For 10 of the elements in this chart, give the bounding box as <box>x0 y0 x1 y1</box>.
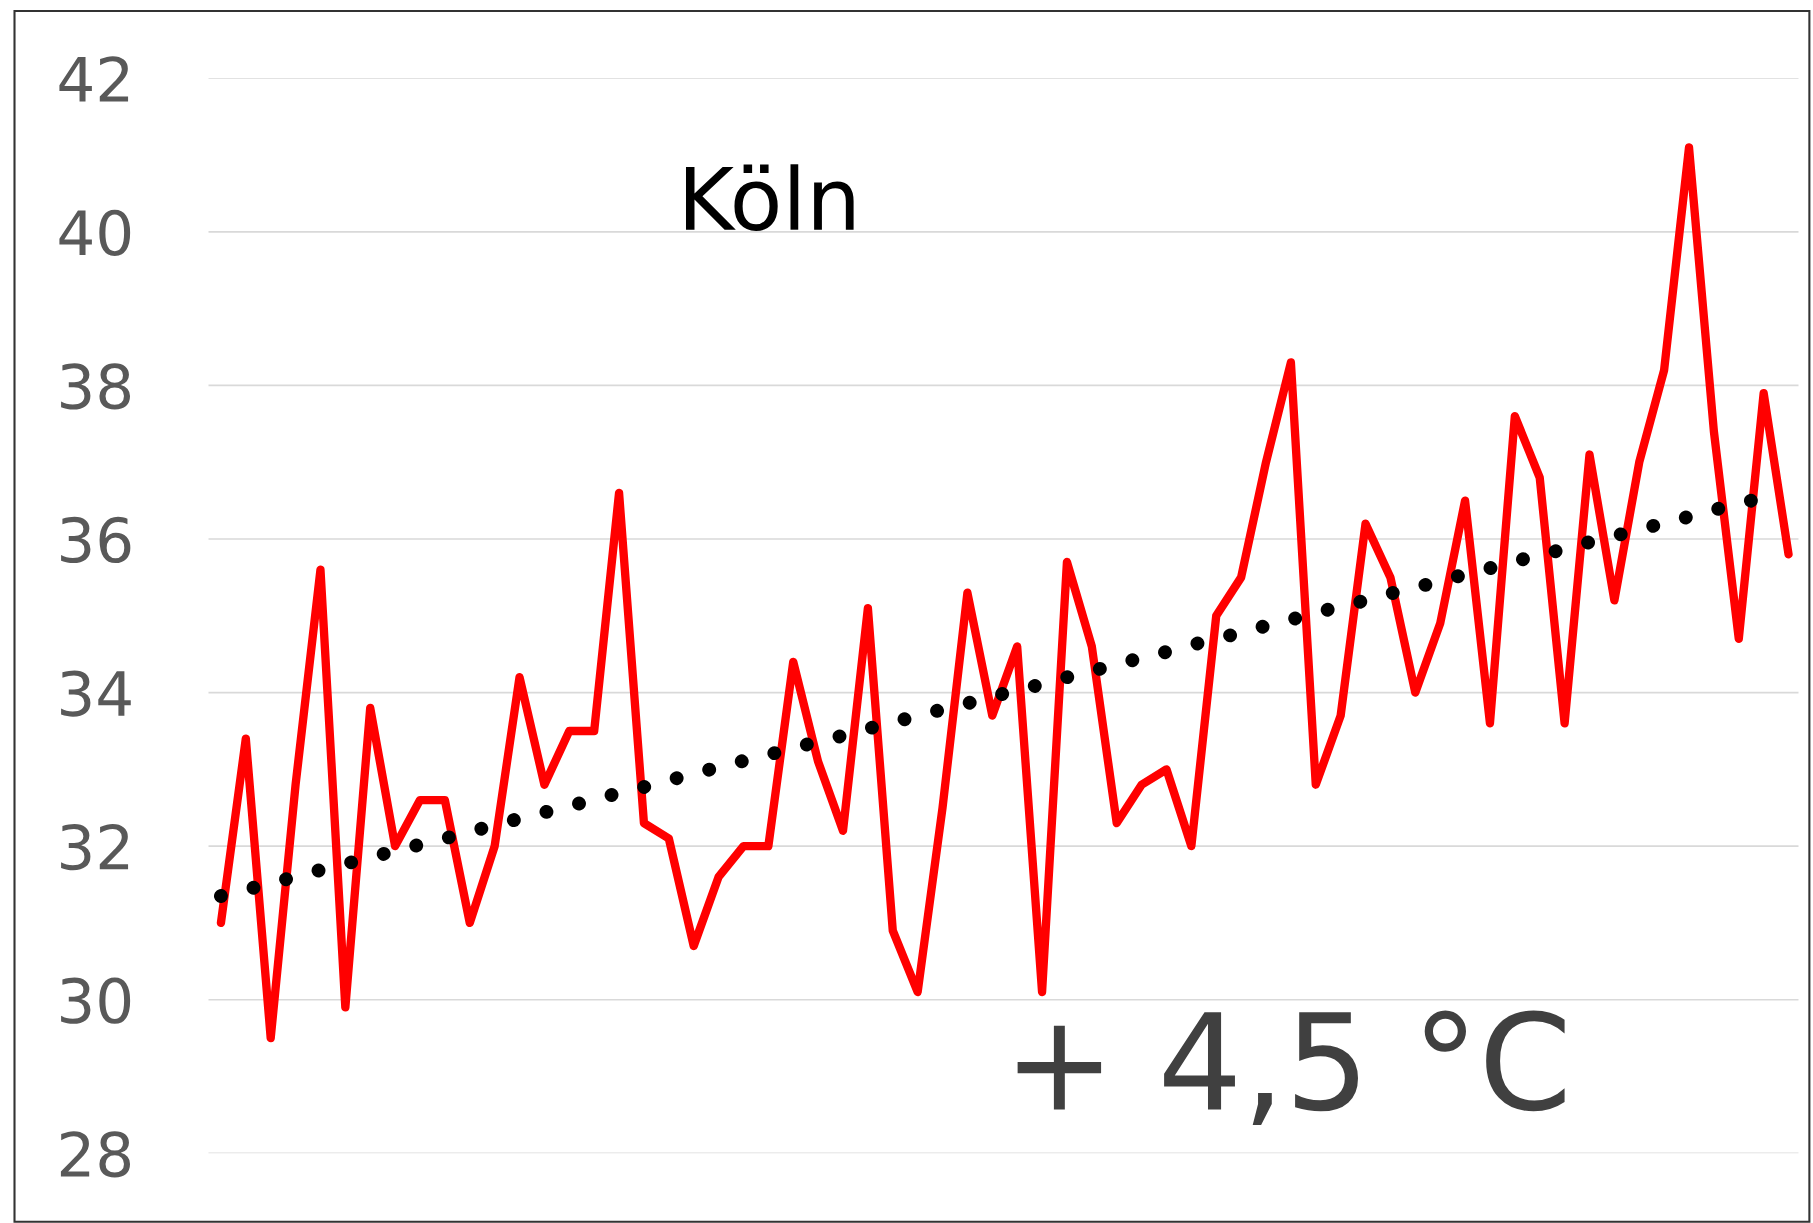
y-tick-label: 40 <box>59 209 131 256</box>
y-tick-label: 36 <box>61 516 131 564</box>
y-tick-label: 38 <box>61 363 131 410</box>
annotation: + 4,5 °C <box>1017 1010 1565 1125</box>
y-tick-label: 28 <box>60 1131 131 1178</box>
text: Köln <box>685 164 854 231</box>
y-tick-label: 42 <box>59 56 129 102</box>
y-tick-label: 34 <box>61 670 131 717</box>
y-tick-label: 30 <box>61 977 131 1024</box>
y-tick-label: 32 <box>61 824 129 871</box>
